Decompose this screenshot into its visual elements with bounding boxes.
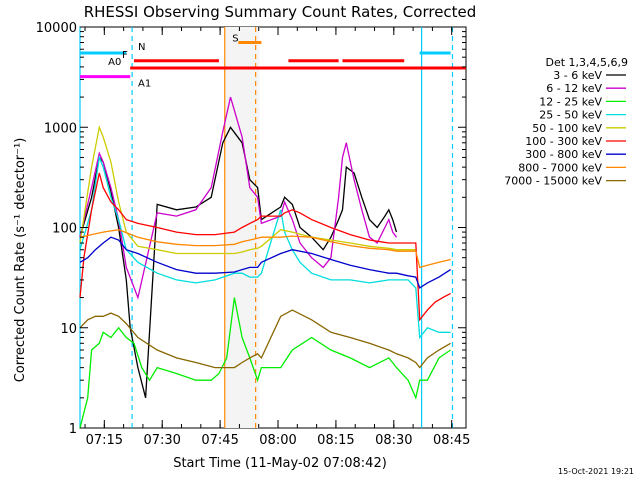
series-line (79, 297, 451, 429)
axis-layer: 1 10 100 1000 10000 07:15 07:30 07:45 08:00 08:15… (36, 21, 471, 448)
chart-title: RHESSI Observing Summary Count Rates, Co… (84, 3, 477, 21)
y-tick-label: 100 (52, 222, 77, 237)
legend-item-label: 50 - 100 keV (532, 122, 602, 135)
y-tick-label: 1000 (44, 121, 77, 136)
plot-frame (79, 26, 467, 429)
series-line (79, 229, 451, 269)
plot-area (79, 26, 467, 429)
legend-item-label: 3 - 6 keV (553, 69, 602, 82)
legend-item-label: 100 - 300 keV (525, 135, 602, 148)
series-line (79, 172, 451, 322)
x-tick-label: 08:45 (433, 433, 470, 448)
state-bar-label: F (122, 50, 128, 61)
series-line (79, 236, 451, 289)
series-line (79, 154, 451, 340)
legend-item-label: 800 - 7000 keV (518, 161, 602, 174)
footer-timestamp: 15-Oct-2021 19:21 (558, 467, 634, 476)
series-layer (79, 96, 451, 429)
y-tick-label: 1 (69, 422, 77, 437)
x-tick-label: 08:00 (259, 433, 296, 448)
x-axis-label: Start Time (11-May-02 07:08:42) (173, 456, 387, 471)
series-line (79, 96, 398, 300)
y-tick-label: 10 (60, 322, 77, 337)
series-line (79, 309, 451, 369)
legend-title: Det 1,3,4,5,6,9 (545, 56, 628, 69)
x-tick-label: 07:45 (201, 433, 238, 448)
legend-item-label: 6 - 12 keV (546, 82, 602, 95)
legend-item-label: 12 - 25 keV (539, 95, 602, 108)
x-tick-label: 08:30 (375, 433, 412, 448)
series-line (79, 126, 398, 398)
legend-item-label: 25 - 50 keV (539, 109, 602, 122)
state-bar-layer: NF S A0 A1 (80, 34, 466, 90)
legend-item-label: 300 - 800 keV (525, 148, 602, 161)
x-tick-label: 07:15 (86, 433, 123, 448)
state-bar-label: N (138, 42, 145, 53)
state-bar-label: S (232, 34, 238, 45)
legend-item-label: 7000 - 15000 keV (504, 175, 602, 188)
x-tick-label: 08:15 (317, 433, 354, 448)
y-tick-label: 10000 (36, 21, 77, 36)
x-tick-label: 07:30 (143, 433, 180, 448)
state-bar-label: A0 (108, 57, 121, 68)
state-bar-label: A1 (138, 79, 151, 90)
y-axis-label: Corrected Count Rate (s⁻¹ detector⁻¹) (13, 138, 28, 383)
series-line (79, 125, 416, 255)
